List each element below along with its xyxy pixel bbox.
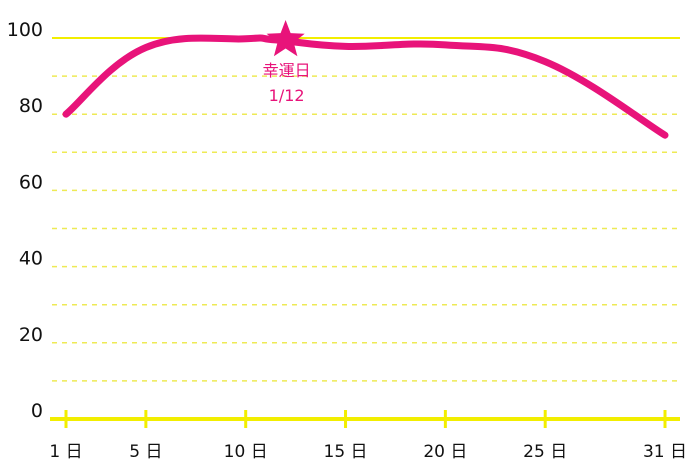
series-line [62,34,669,139]
axes: 0 20 40 60 80 100 1 日 5 日 10 日 15 日 20 日 25 日 31 日 [7,19,687,462]
series [62,34,669,139]
x-tick-label: 15 日 [324,442,368,462]
annotation-label: 幸運日 [263,61,311,80]
y-tick-label: 0 [31,400,43,422]
y-tick-label: 80 [19,95,43,117]
x-tick-label: 20 日 [423,442,467,462]
x-tick-label: 1 日 [49,442,82,462]
y-tick-label: 40 [19,248,43,270]
x-tick-label: 25 日 [523,442,567,462]
y-tick-label: 100 [7,19,43,41]
y-tick-label: 20 [19,324,43,346]
annotation: 幸運日 1/12 [263,20,311,105]
x-tick-label: 5 日 [129,442,162,462]
star-icon [266,20,305,57]
annotation-label: 1/12 [269,86,305,105]
y-tick-label: 60 [19,171,43,193]
grid [52,37,680,382]
x-tick-label: 10 日 [224,442,268,462]
x-tick-label: 31 日 [643,442,687,462]
